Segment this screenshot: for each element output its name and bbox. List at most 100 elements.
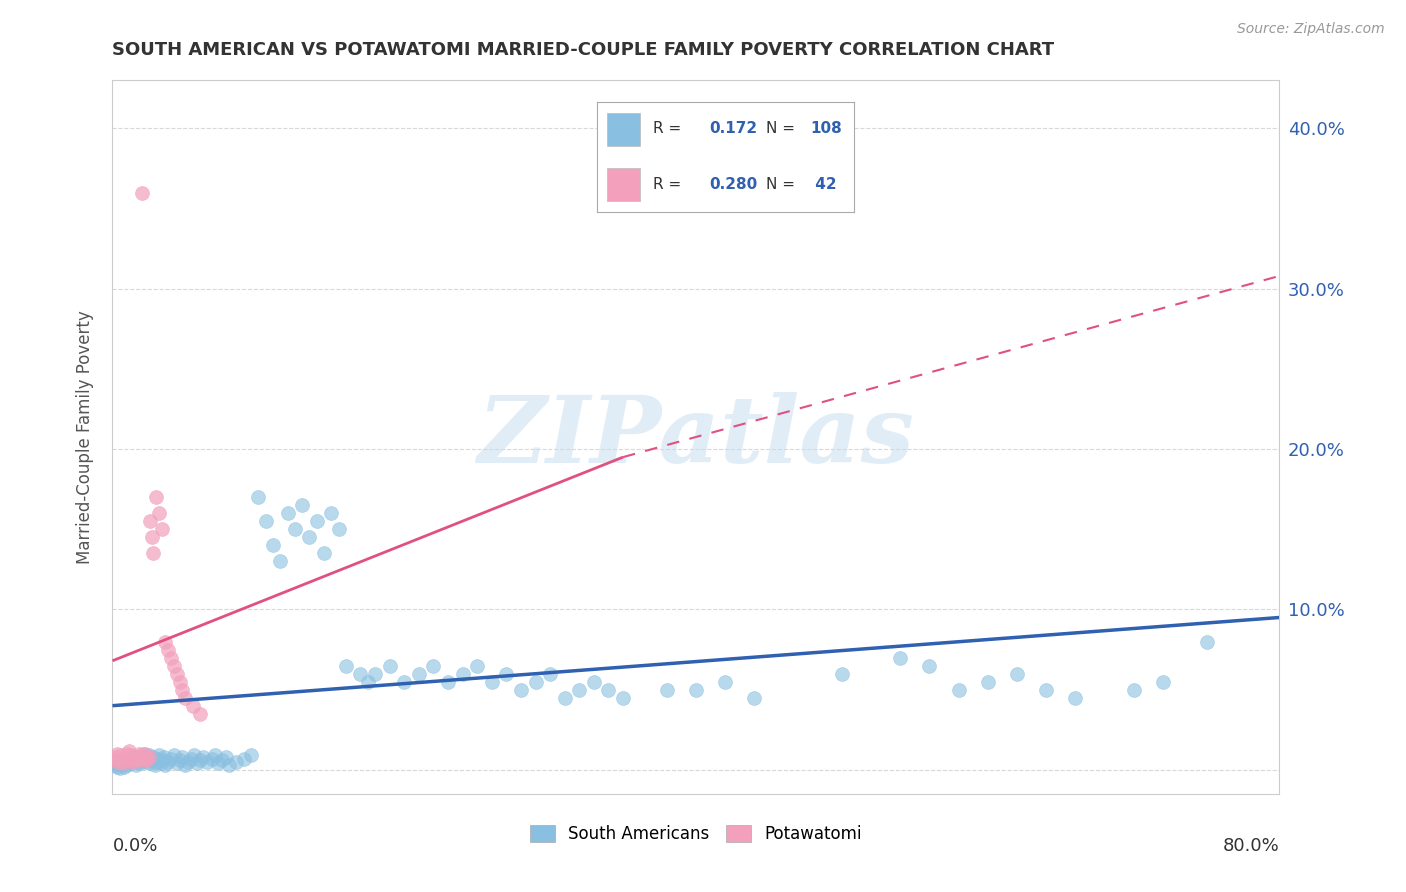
Point bbox=[655, 682, 678, 697]
Point bbox=[142, 750, 165, 764]
Point bbox=[115, 753, 138, 767]
Point bbox=[150, 522, 173, 536]
Point bbox=[335, 658, 357, 673]
Point bbox=[349, 666, 371, 681]
Point bbox=[298, 530, 321, 544]
Point bbox=[291, 498, 314, 512]
Text: 0.0%: 0.0% bbox=[112, 837, 157, 855]
Point bbox=[112, 753, 135, 767]
Point bbox=[108, 751, 131, 765]
Point bbox=[146, 751, 169, 765]
Point bbox=[422, 658, 444, 673]
Point bbox=[1122, 682, 1144, 697]
Point bbox=[148, 506, 170, 520]
Point bbox=[122, 753, 145, 767]
Point bbox=[132, 747, 155, 761]
Point bbox=[568, 682, 591, 697]
Point bbox=[117, 755, 139, 769]
Point bbox=[152, 750, 174, 764]
Point bbox=[312, 546, 335, 560]
Point bbox=[128, 751, 150, 765]
Point bbox=[1035, 682, 1057, 697]
Legend: South Americans, Potawatomi: South Americans, Potawatomi bbox=[523, 818, 869, 850]
Point bbox=[172, 750, 194, 764]
Point bbox=[104, 758, 127, 772]
Point bbox=[976, 674, 998, 689]
Point bbox=[1152, 674, 1174, 689]
Point bbox=[211, 753, 233, 767]
Point bbox=[357, 674, 380, 689]
Point bbox=[114, 750, 136, 764]
Point bbox=[118, 751, 141, 765]
Point bbox=[437, 674, 460, 689]
Text: 80.0%: 80.0% bbox=[1223, 837, 1279, 855]
Point bbox=[105, 759, 128, 773]
Point bbox=[524, 674, 547, 689]
Point bbox=[831, 666, 853, 681]
Point bbox=[188, 706, 211, 721]
Point bbox=[127, 755, 149, 769]
Point bbox=[364, 666, 387, 681]
Point bbox=[685, 682, 707, 697]
Point bbox=[136, 753, 159, 767]
Point bbox=[218, 758, 240, 772]
Point bbox=[225, 755, 247, 769]
Text: Source: ZipAtlas.com: Source: ZipAtlas.com bbox=[1237, 22, 1385, 37]
Point bbox=[114, 756, 136, 771]
Point bbox=[174, 758, 197, 772]
Point bbox=[153, 634, 176, 648]
Point bbox=[262, 538, 284, 552]
Point bbox=[1005, 666, 1028, 681]
Point bbox=[124, 751, 146, 765]
Point bbox=[150, 753, 173, 767]
Point bbox=[177, 755, 200, 769]
Point bbox=[120, 756, 142, 771]
Point bbox=[321, 506, 343, 520]
Point bbox=[254, 514, 277, 528]
Point bbox=[328, 522, 350, 536]
Point bbox=[134, 751, 156, 765]
Point bbox=[714, 674, 737, 689]
Point bbox=[174, 690, 197, 705]
Y-axis label: Married-Couple Family Poverty: Married-Couple Family Poverty bbox=[76, 310, 94, 564]
Point bbox=[204, 748, 226, 763]
Point bbox=[129, 753, 152, 767]
Point bbox=[509, 682, 531, 697]
Point bbox=[948, 682, 970, 697]
Point bbox=[166, 756, 188, 771]
Point bbox=[554, 690, 576, 705]
Point bbox=[582, 674, 605, 689]
Point bbox=[163, 748, 186, 763]
Point bbox=[160, 650, 183, 665]
Point bbox=[169, 753, 191, 767]
Point bbox=[149, 756, 172, 771]
Point bbox=[139, 514, 162, 528]
Point bbox=[118, 751, 141, 765]
Point bbox=[156, 755, 179, 769]
Point bbox=[156, 642, 179, 657]
Point bbox=[160, 751, 183, 765]
Point bbox=[889, 650, 911, 665]
Point bbox=[269, 554, 291, 568]
Point bbox=[186, 756, 208, 771]
Point bbox=[232, 751, 254, 765]
Point bbox=[284, 522, 307, 536]
Point bbox=[207, 756, 229, 771]
Point bbox=[131, 186, 153, 200]
Point bbox=[138, 748, 160, 763]
Point bbox=[918, 658, 941, 673]
Point bbox=[141, 753, 163, 767]
Point bbox=[132, 750, 155, 764]
Point bbox=[131, 753, 153, 767]
Point bbox=[201, 751, 224, 765]
Point bbox=[115, 758, 138, 772]
Point bbox=[1195, 634, 1218, 648]
Point bbox=[240, 748, 263, 763]
Point bbox=[166, 666, 188, 681]
Point bbox=[215, 750, 238, 764]
Point bbox=[103, 753, 125, 767]
Point bbox=[125, 753, 148, 767]
Point bbox=[481, 674, 503, 689]
Point bbox=[188, 753, 211, 767]
Point bbox=[117, 743, 139, 757]
